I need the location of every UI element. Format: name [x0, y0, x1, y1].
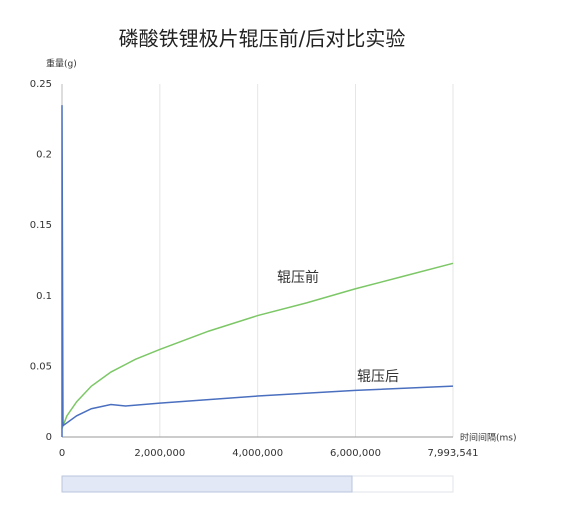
y-tick-label: 0.25	[30, 79, 52, 90]
x-tick-label: 2,000,000	[134, 448, 185, 459]
series-annotation: 辊压后	[357, 369, 399, 385]
series-line	[61, 262, 454, 429]
series-line	[61, 105, 454, 437]
y-tick-label: 0.2	[36, 150, 52, 161]
y-axis-label: 重量(g)	[46, 58, 77, 70]
y-tick-label: 0.1	[36, 291, 52, 302]
x-tick-label: 7,993,541	[428, 448, 479, 459]
series-annotation: 辊压前	[277, 269, 319, 286]
y-tick-label: 0.05	[30, 361, 52, 372]
x-tick-label: 0	[59, 448, 65, 459]
x-tick-label: 6,000,000	[330, 448, 381, 459]
chart-title: 磷酸铁锂极片辊压前/后对比实验	[119, 27, 406, 51]
y-tick-label: 0.15	[30, 220, 52, 231]
zoom-window[interactable]	[61, 475, 353, 493]
x-axis-label: 时间间隔(ms)	[460, 432, 516, 444]
y-tick-label: 0	[46, 432, 52, 443]
x-tick-label: 4,000,000	[232, 448, 283, 459]
